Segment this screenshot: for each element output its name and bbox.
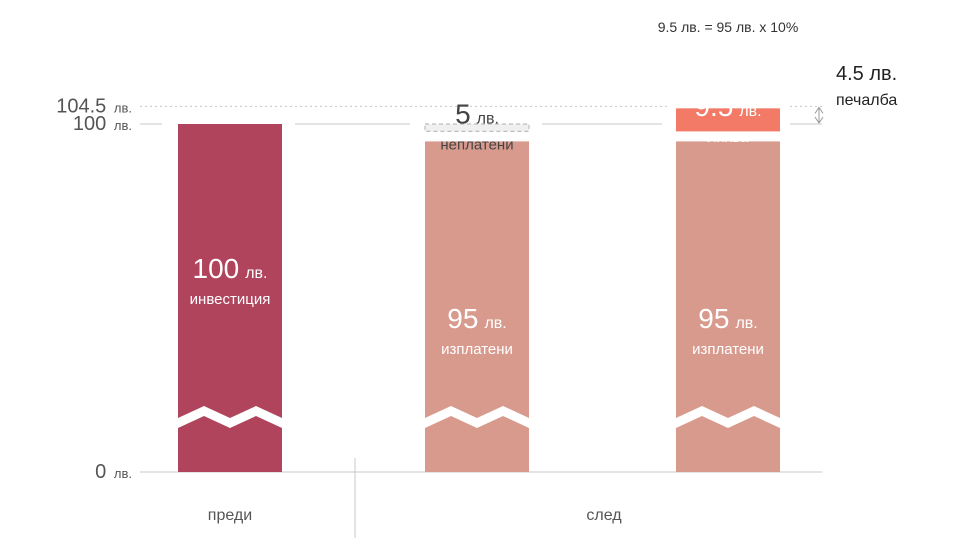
bar-value-number: 5 (455, 99, 471, 130)
bar-segment-label: изплатени (692, 341, 764, 358)
axis-break-zigzag (178, 406, 282, 428)
bar-value-number: 100 (193, 253, 240, 284)
profit-arrow-up (814, 106, 824, 114)
y-tick-label: 100 лв. (73, 113, 132, 135)
bar-segment-label: неплатени (440, 137, 513, 154)
y-tick-label: 104.5 лв. (56, 95, 132, 117)
bar-value-label: 5 лв. (455, 99, 499, 130)
bar-value-unit: лв. (735, 315, 757, 332)
bar-value-number: 95 (698, 303, 729, 334)
bar-value-label: 9.5 лв. (694, 91, 761, 122)
bar-value-label: 95 лв. (698, 303, 757, 334)
group-label-after: след (586, 507, 622, 524)
profit-arrow-down (814, 116, 824, 124)
bar-segment-label: изплатени (441, 341, 513, 358)
profit-label: печалба (836, 92, 897, 109)
y-tick-label: 0 лв. (95, 461, 132, 483)
formula-annotation: 9.5 лв. = 95 лв. x 10% (658, 19, 799, 35)
bar-segment-after-unpaid-1 (424, 123, 530, 133)
y-tick-unit: лв. (110, 466, 132, 481)
y-tick-number: 0 (95, 461, 106, 483)
y-tick-unit: лв. (110, 100, 132, 115)
bar-value-unit: лв. (477, 111, 499, 128)
y-tick-number: 100 (73, 113, 106, 135)
bar-segment-label: инвестиция (190, 291, 271, 308)
axis-break-zigzag (425, 406, 529, 428)
bar-value-number: 95 (447, 303, 478, 334)
group-label-before: преди (208, 507, 252, 524)
profit-value: 4.5 лв. (836, 63, 897, 85)
bar-value-label: 100 лв. (193, 253, 268, 284)
axis-break-zigzag (676, 406, 780, 428)
bar-segment-label: лихва (708, 129, 749, 146)
bar-value-unit: лв. (739, 103, 761, 120)
y-tick-number: 104.5 (56, 95, 106, 117)
bar-value-label: 95 лв. (447, 303, 506, 334)
bar-value-unit: лв. (245, 265, 267, 282)
bar-value-unit: лв. (484, 315, 506, 332)
bar-value-number: 9.5 (694, 91, 733, 122)
y-tick-unit: лв. (110, 118, 132, 133)
bar-segment-after-interest-1 (676, 108, 780, 132)
